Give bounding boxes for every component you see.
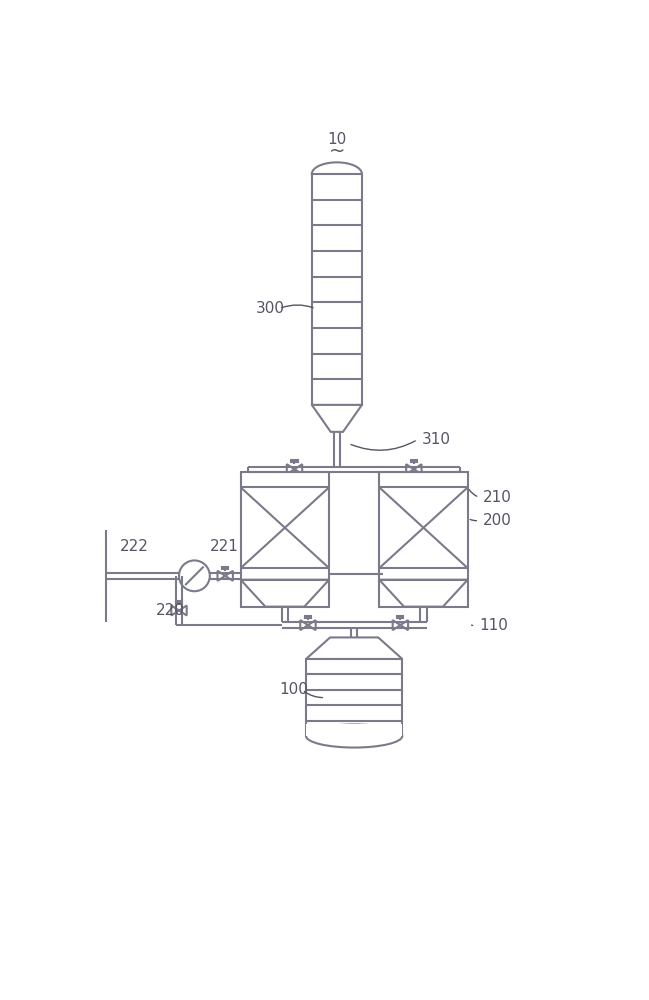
Circle shape: [307, 624, 309, 626]
Polygon shape: [300, 620, 308, 630]
Text: 221: 221: [210, 539, 239, 554]
Text: 200: 200: [483, 513, 512, 528]
Circle shape: [294, 468, 295, 470]
Text: 210: 210: [483, 490, 512, 505]
Polygon shape: [393, 620, 400, 630]
Polygon shape: [217, 571, 225, 581]
Bar: [305, 616, 311, 618]
Polygon shape: [406, 464, 414, 474]
Bar: [379, 472, 468, 607]
Ellipse shape: [306, 724, 402, 748]
Bar: [312, 174, 362, 185]
Bar: [291, 460, 298, 462]
Polygon shape: [414, 464, 422, 474]
Circle shape: [178, 610, 180, 611]
Circle shape: [179, 560, 210, 591]
Polygon shape: [287, 464, 295, 474]
Bar: [306, 724, 402, 736]
Bar: [312, 174, 362, 405]
Text: 110: 110: [480, 618, 508, 633]
Bar: [397, 616, 404, 618]
Polygon shape: [171, 605, 179, 615]
Polygon shape: [179, 605, 187, 615]
Bar: [176, 601, 182, 603]
Polygon shape: [295, 464, 302, 474]
Text: 100: 100: [279, 682, 308, 697]
Polygon shape: [400, 620, 408, 630]
Ellipse shape: [312, 162, 362, 185]
Polygon shape: [241, 580, 329, 607]
Bar: [241, 472, 329, 607]
Polygon shape: [308, 620, 315, 630]
Polygon shape: [225, 571, 233, 581]
Text: 222: 222: [119, 539, 149, 554]
Text: 10: 10: [327, 132, 347, 147]
Bar: [222, 567, 228, 569]
Polygon shape: [379, 580, 468, 607]
Text: 300: 300: [256, 301, 285, 316]
Text: 310: 310: [422, 432, 450, 447]
Polygon shape: [312, 405, 362, 432]
Circle shape: [400, 624, 401, 626]
Polygon shape: [306, 637, 402, 659]
Text: 220: 220: [156, 603, 185, 618]
Text: ~: ~: [328, 141, 345, 160]
Circle shape: [413, 468, 415, 470]
Circle shape: [225, 575, 226, 577]
Bar: [306, 659, 402, 736]
Bar: [411, 460, 417, 462]
